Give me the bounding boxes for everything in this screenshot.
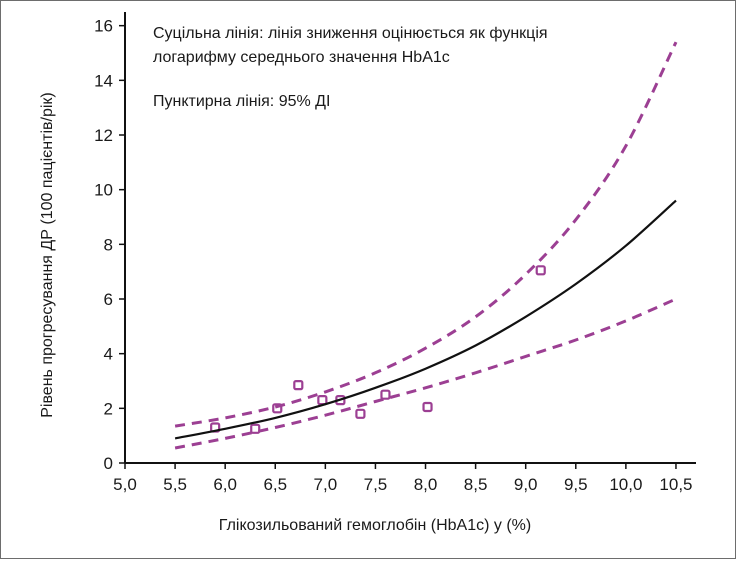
x-tick-label: 5,0 (113, 475, 137, 494)
y-tick-label: 10 (94, 181, 113, 200)
y-tick-label: 0 (104, 454, 113, 473)
x-axis-title: Глікозильований гемоглобін (HbA1c) у (%) (219, 517, 531, 534)
ci-dashed-line (174, 41, 678, 428)
series-layer (174, 41, 678, 450)
data-point (250, 423, 261, 434)
ci-dashed-line (174, 297, 677, 450)
y-tick-label: 8 (104, 235, 113, 254)
y-tick-label: 2 (104, 399, 113, 418)
x-tick-label: 9,5 (564, 475, 588, 494)
x-tick-label: 10,0 (609, 475, 642, 494)
x-tick-label: 8,5 (464, 475, 488, 494)
data-point (535, 265, 546, 276)
y-tick-label: 14 (94, 71, 113, 90)
x-tick-label: 7,5 (364, 475, 388, 494)
y-tick-label: 16 (94, 17, 113, 36)
data-point (380, 389, 391, 400)
data-point (422, 401, 433, 413)
x-ticks: 5,0 5,5 6,0 6,5 7,0 7,5 8,0 8,5 9,0 9,5 10,0 10,5 (113, 463, 693, 494)
data-point (293, 380, 304, 391)
y-tick-label: 4 (104, 345, 113, 364)
x-tick-label: 9,0 (514, 475, 538, 494)
x-tick-label: 8,0 (414, 475, 438, 494)
x-tick-label: 6,0 (213, 475, 237, 494)
regression-line (174, 199, 677, 440)
x-tick-label: 5,5 (163, 475, 187, 494)
y-tick-label: 12 (94, 126, 113, 145)
x-tick-label: 10,5 (659, 475, 692, 494)
y-ticks: 0 2 4 6 8 10 12 14 16 (94, 17, 125, 473)
x-tick-label: 7,0 (314, 475, 338, 494)
annotation-line-3: Пунктирна лінія: 95% ДІ (153, 93, 330, 110)
y-axis-title: Рівень прогресування ДР (100 пацієнтів/р… (39, 92, 56, 417)
x-tick-label: 6,5 (263, 475, 287, 494)
annotation-line-1: Суцільна лінія: лінія зниження оцінюєтьс… (153, 25, 548, 42)
data-point (317, 395, 328, 406)
annotation-line-2: логарифму середнього значення HbA1c (153, 49, 450, 66)
data-point (272, 403, 283, 414)
y-tick-label: 6 (104, 290, 113, 309)
data-point (355, 408, 366, 419)
